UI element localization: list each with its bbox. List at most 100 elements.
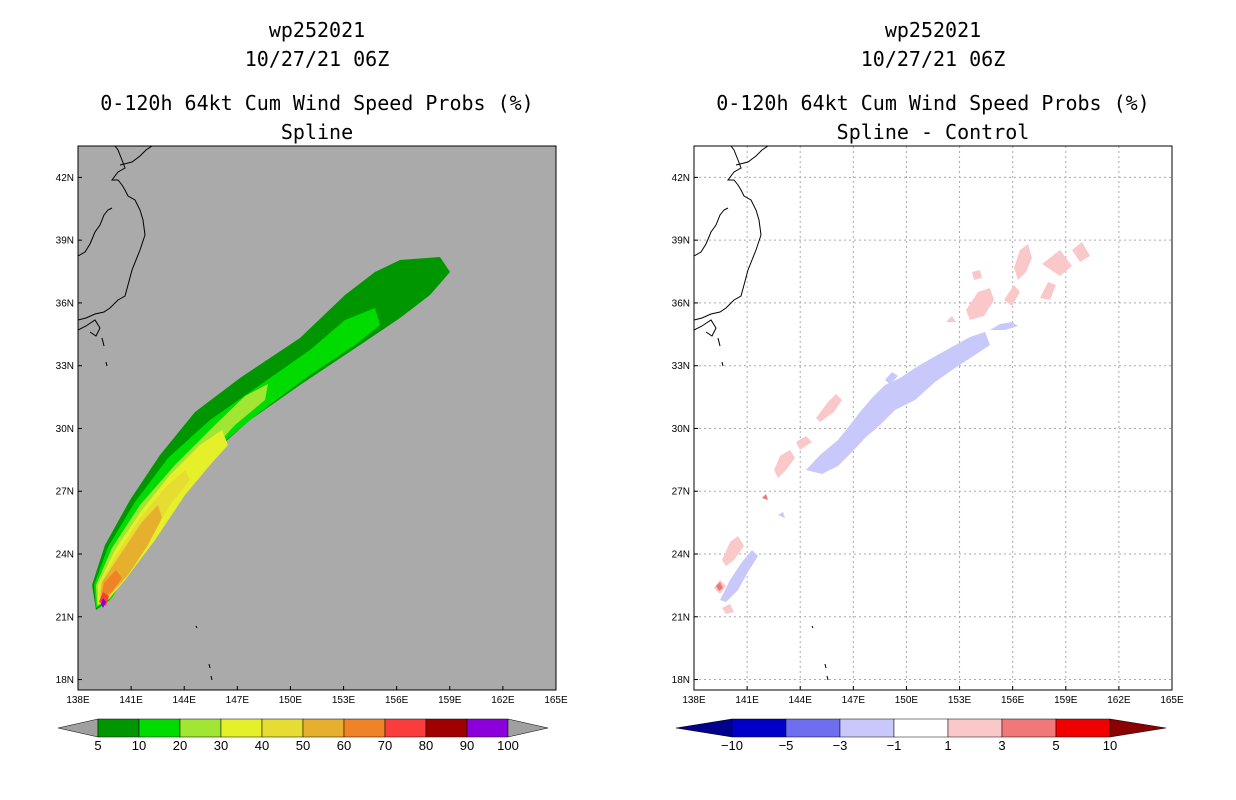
left-coastline (78, 146, 213, 681)
colorbar-swatch (179, 718, 222, 738)
colorbar-swatch (261, 718, 304, 738)
diff-negative-region (990, 322, 1018, 330)
diff-positive-region (972, 270, 982, 280)
lat-tick-label: 36N (672, 298, 690, 309)
right-axis-ticks: 138E 141E 144E 147E 150E 153E 156E 159E 162E 165E… (672, 173, 1184, 706)
colorbar-label: 50 (296, 738, 310, 753)
diff-positive-region (774, 450, 795, 478)
lon-tick-label: 165E (1160, 695, 1184, 706)
lat-tick-label: 39N (56, 236, 74, 247)
colorbar-label: 5 (1052, 738, 1059, 753)
colorbar-swatch (893, 718, 949, 738)
left-colorbar: 5 10 20 30 40 50 60 70 80 90 100 (57, 718, 549, 753)
lon-tick-label: 159E (438, 695, 462, 706)
lat-tick-label: 27N (672, 487, 690, 498)
colorbar-label: 10 (132, 738, 146, 753)
lon-tick-label: 156E (385, 695, 409, 706)
colorbar-swatch (302, 718, 345, 738)
lon-tick-label: 150E (279, 695, 303, 706)
lon-tick-label: 138E (66, 695, 90, 706)
left-title-datetime: 10/27/21 06Z (244, 47, 390, 71)
left-probability-swath (92, 257, 450, 610)
contour-5 (92, 257, 450, 610)
colorbar-label: 40 (255, 738, 269, 753)
left-title-subtitle: Spline (280, 120, 354, 144)
lat-tick-label: 42N (672, 173, 690, 184)
left-title-product: 0-120h 64kt Cum Wind Speed Probs (%) (100, 91, 534, 115)
diff-positive-region (1040, 282, 1056, 300)
colorbar-extend-low (57, 718, 99, 738)
colorbar-extend-high (1109, 718, 1167, 738)
colorbar-label: 5 (94, 738, 101, 753)
colorbar-swatch (425, 718, 468, 738)
colorbar-swatch (1055, 718, 1111, 738)
colorbar-extend-low (675, 718, 733, 738)
colorbar-label: −10 (721, 738, 743, 753)
lon-tick-label: 147E (226, 695, 250, 706)
lon-tick-label: 144E (173, 695, 197, 706)
colorbar-label: 60 (337, 738, 351, 753)
diff-positive-region-strong (762, 494, 768, 500)
colorbar-swatch (785, 718, 841, 738)
lon-tick-label: 165E (544, 695, 568, 706)
colorbar-label: −5 (779, 738, 794, 753)
right-title-storm: wp252021 (884, 18, 982, 42)
colorbar-swatch (731, 718, 787, 738)
diff-positive-region (1014, 244, 1032, 280)
colorbar-label: 100 (497, 738, 519, 753)
colorbar-swatch (384, 718, 427, 738)
lat-tick-label: 27N (56, 487, 74, 498)
diff-positive-region (946, 316, 956, 322)
right-map-background (694, 146, 1172, 690)
colorbar-swatch (138, 718, 181, 738)
left-axis-ticks: 138E 141E 144E 147E 150E 153E 156E 159E 162E 165E… (56, 173, 568, 706)
contour-90 (101, 598, 106, 608)
diff-negative-region (720, 550, 758, 602)
right-coastline (694, 146, 829, 681)
lon-tick-label: 141E (119, 695, 143, 706)
right-title-datetime: 10/27/21 06Z (860, 47, 1006, 71)
lat-tick-label: 42N (56, 173, 74, 184)
right-difference-field (714, 242, 1090, 614)
lat-tick-label: 24N (56, 550, 74, 561)
left-title-storm: wp252021 (268, 18, 366, 42)
colorbar-swatch (220, 718, 263, 738)
diff-negative-region (778, 512, 785, 518)
lon-tick-label: 141E (735, 695, 759, 706)
diff-positive-region (966, 288, 994, 320)
colorbar-swatch (1001, 718, 1057, 738)
lat-tick-label: 18N (56, 675, 74, 686)
lon-tick-label: 150E (895, 695, 919, 706)
colorbar-extend-high (507, 718, 549, 738)
lon-tick-label: 162E (491, 695, 515, 706)
right-map-frame (693, 145, 1173, 691)
lat-tick-label: 39N (672, 236, 690, 247)
colorbar-label: 90 (460, 738, 474, 753)
lat-tick-label: 18N (672, 675, 690, 686)
right-colorbar: −10 −5 −3 −1 1 3 5 10 (675, 718, 1167, 753)
colorbar-swatch (947, 718, 1003, 738)
lon-tick-label: 144E (789, 695, 813, 706)
lat-tick-label: 21N (672, 612, 690, 623)
diff-positive-region-strong (716, 582, 723, 591)
colorbar-swatch (97, 718, 140, 738)
right-map-panel: 138E 141E 144E 147E 150E 153E 156E 159E 162E 165E… (672, 145, 1184, 706)
diff-positive-region (1004, 285, 1020, 306)
lat-tick-label: 36N (56, 298, 74, 309)
lat-tick-label: 30N (56, 424, 74, 435)
diff-positive-region (1042, 250, 1072, 276)
lat-tick-label: 21N (56, 612, 74, 623)
lon-tick-label: 162E (1107, 695, 1131, 706)
contour-60 (101, 570, 122, 598)
colorbar-label: 20 (173, 738, 187, 753)
colorbar-swatch (466, 718, 509, 738)
diff-negative-region (885, 372, 898, 384)
diff-positive-region (722, 536, 744, 566)
lon-tick-label: 156E (1001, 695, 1025, 706)
colorbar-label: −3 (833, 738, 848, 753)
left-map-background (78, 146, 556, 690)
lon-tick-label: 153E (948, 695, 972, 706)
diff-positive-region (796, 436, 812, 450)
lon-tick-label: 153E (332, 695, 356, 706)
